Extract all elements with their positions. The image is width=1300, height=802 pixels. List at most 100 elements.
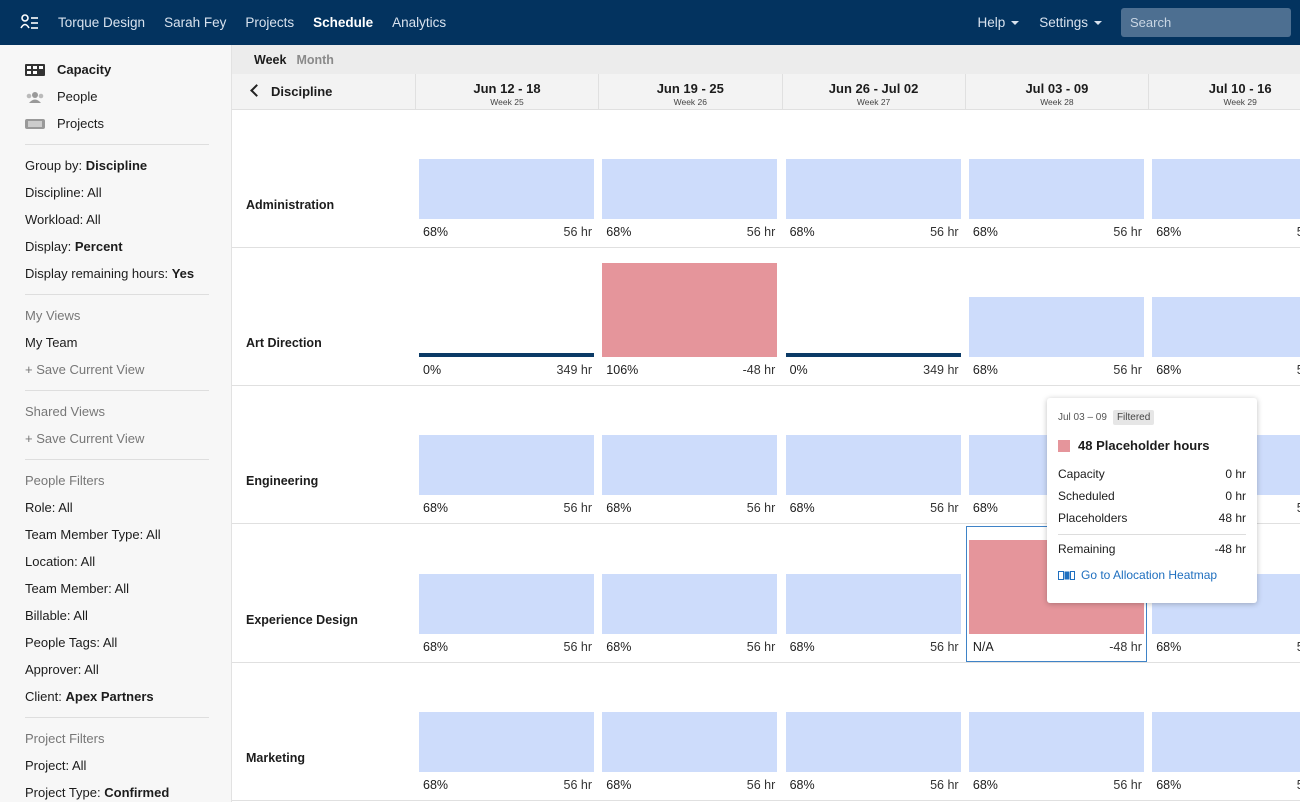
section-heading: Project Filters [25, 731, 105, 746]
filter-item[interactable]: Project: All [25, 752, 209, 779]
filter-item[interactable]: Team Member: All [25, 575, 209, 602]
filter-item[interactable]: Display remaining hours: Yes [25, 260, 209, 287]
hours-label: 56 hr [1297, 640, 1300, 654]
capacity-cell[interactable]: 68% 56 hr [415, 525, 598, 663]
view-item[interactable]: Projects [25, 110, 209, 137]
capacity-cell[interactable]: 106% -48 hr [598, 248, 781, 386]
capacity-cell[interactable]: 68% 56 hr [598, 663, 781, 801]
capacity-cell[interactable]: 68% 56 hr [782, 525, 965, 663]
view-tab[interactable]: Month [296, 52, 334, 67]
logo[interactable] [20, 14, 38, 30]
save-view[interactable]: + Save Current View [25, 431, 145, 446]
hours-label: 56 hr [563, 777, 593, 792]
capacity-cell[interactable]: 0% 349 hr [782, 248, 965, 386]
hours-label: 56 hr [1297, 501, 1300, 515]
filter-value: Percent [74, 239, 123, 254]
capacity-bar [602, 435, 778, 496]
capacity-cell[interactable]: 68% 56 hr [415, 110, 598, 248]
capacity-bar [1152, 297, 1300, 358]
nav-item[interactable]: Analytics [392, 15, 447, 30]
filter-value: Apex Partners [65, 689, 154, 704]
filter-label: Project: All [25, 758, 87, 773]
capacity-cell[interactable]: 68% 56 hr [965, 248, 1148, 386]
capacity-cell[interactable]: 68% 56 hr [1148, 248, 1300, 386]
nav-item[interactable]: Schedule [313, 15, 374, 30]
view-tab[interactable]: Week [254, 52, 287, 67]
capacity-cell[interactable]: 68% 56 hr [965, 663, 1148, 801]
nav-menu[interactable]: Help [977, 15, 1019, 30]
hours-label: 56 hr [563, 501, 593, 516]
divider [1058, 534, 1246, 535]
view-item[interactable]: People [25, 83, 209, 110]
label: Placeholders [1058, 511, 1128, 525]
filter-item[interactable]: Project Type: Confirmed [25, 779, 209, 802]
label: Remaining [1058, 542, 1116, 556]
filter-label: Role: All [25, 500, 73, 515]
capacity-cell[interactable]: 68% 56 hr [965, 110, 1148, 248]
group-header[interactable]: Discipline [252, 74, 332, 110]
filter-item[interactable]: Team Member Type: All [25, 521, 209, 548]
percent-label: 68% [789, 777, 815, 792]
capacity-cell[interactable]: 68% 56 hr [1148, 110, 1300, 248]
capacity-cell[interactable]: 0% 349 hr [415, 248, 598, 386]
capacity-cell[interactable]: 68% 56 hr [782, 663, 965, 801]
view-label[interactable]: People [57, 89, 98, 104]
view-item[interactable]: Capacity [25, 56, 209, 83]
filter-item[interactable]: People Tags: All [25, 629, 209, 656]
sidebar-section: Group by: Discipline Discipline: All Workl… [25, 145, 209, 295]
capacity-bar [785, 435, 961, 496]
nav-item[interactable]: Torque Design [58, 15, 146, 30]
section-heading: People Filters [25, 473, 105, 488]
hours-label: 349 hr [923, 363, 959, 378]
filter-item[interactable]: My Team [25, 329, 209, 356]
nav-menu[interactable]: Settings [1039, 15, 1102, 30]
capacity-cell[interactable]: 68% 56 hr [1148, 663, 1300, 801]
filter-item[interactable]: Billable: All [25, 602, 209, 629]
capacity-bar [419, 353, 594, 358]
capacity-cell[interactable]: 68% 56 hr [415, 386, 598, 524]
filter-label: Display: [25, 239, 72, 254]
view-label[interactable]: Projects [57, 116, 104, 131]
filter-item[interactable]: Client: Apex Partners [25, 683, 209, 710]
link-text[interactable]: Go to Allocation Heatmap [1081, 568, 1218, 582]
capacity-bar [785, 159, 961, 219]
week-range: Jul 03 - 09 [1025, 81, 1089, 96]
filter-item[interactable]: Workload: All [25, 206, 209, 233]
capacity-bar [602, 263, 778, 358]
week-number: Week 26 [673, 97, 707, 107]
view-label[interactable]: Capacity [57, 62, 112, 77]
percent-label: 0% [423, 363, 442, 378]
week-header: Jun 26 - Jul 02 Week 27 [781, 74, 965, 110]
capacity-cell[interactable]: 68% 56 hr [782, 386, 965, 524]
filter-item[interactable]: Group by: Discipline [25, 152, 209, 179]
capacity-cell[interactable]: 68% 56 hr [598, 525, 781, 663]
filter-value: Confirmed [104, 785, 170, 800]
hours-label: 56 hr [930, 777, 959, 792]
section-heading: Shared Views [25, 404, 105, 419]
heatmap-link[interactable]: Go to Allocation Heatmap [1058, 568, 1246, 582]
filter-item[interactable]: Approver: All [25, 656, 209, 683]
nav-item[interactable]: Sarah Fey [164, 15, 227, 30]
filter-label: Group by: [25, 158, 83, 173]
capacity-cell[interactable]: 68% 56 hr [598, 386, 781, 524]
filter-value: Discipline [85, 158, 148, 173]
filter-item[interactable]: Role: All [25, 494, 209, 521]
capacity-cell[interactable]: 68% 56 hr [782, 110, 965, 248]
search-box[interactable]: Search [1121, 8, 1291, 37]
nav-items: Torque Design Sarah Fey Projects Schedule An… [58, 0, 446, 45]
view-icon [25, 118, 45, 129]
tooltip-row: Placeholders 48 hr [1058, 507, 1246, 529]
filter-item[interactable]: Location: All [25, 548, 209, 575]
hours-label: 56 hr [930, 225, 959, 239]
save-view[interactable]: + Save Current View [25, 362, 145, 377]
filter-item[interactable]: Discipline: All [25, 179, 209, 206]
nav-item[interactable]: Projects [245, 15, 295, 30]
capacity-cell[interactable]: 68% 56 hr [415, 663, 598, 801]
capacity-cell[interactable]: 68% 56 hr [598, 110, 781, 248]
week-range: Jul 10 - 16 [1208, 81, 1272, 96]
filter-label: Display remaining hours: [25, 266, 169, 281]
percent-label: 68% [789, 225, 815, 239]
filter-item[interactable]: Display: Percent [25, 233, 209, 260]
percent-label: 68% [1156, 639, 1182, 654]
